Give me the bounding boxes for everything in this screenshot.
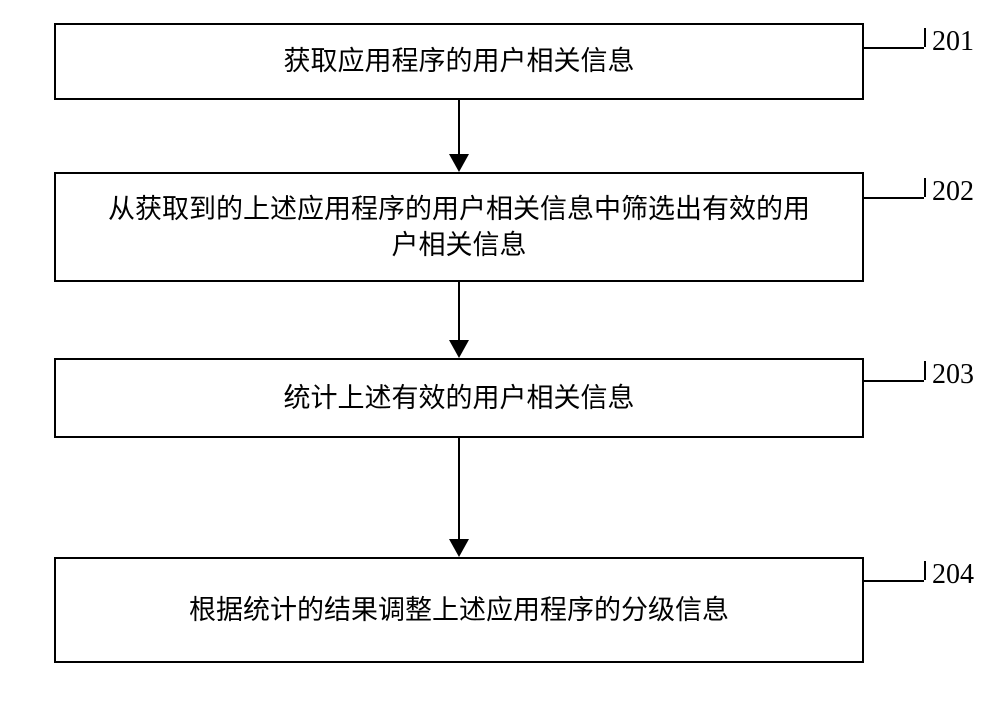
- arrow-201-202: [458, 100, 460, 154]
- step-text-201: 获取应用程序的用户相关信息: [284, 43, 635, 79]
- arrow-202-203: [458, 282, 460, 340]
- step-label-202: 202: [932, 176, 974, 208]
- step-box-201: 获取应用程序的用户相关信息: [54, 23, 864, 100]
- step-text-204: 根据统计的结果调整上述应用程序的分级信息: [189, 592, 729, 628]
- step-text-203: 统计上述有效的用户相关信息: [284, 380, 635, 416]
- step-label-203: 203: [932, 359, 974, 391]
- arrowhead-201-202: [449, 154, 469, 172]
- step-box-202: 从获取到的上述应用程序的用户相关信息中筛选出有效的用 户相关信息: [54, 172, 864, 282]
- step-label-201: 201: [932, 26, 974, 58]
- arrowhead-203-204: [449, 539, 469, 557]
- step-box-203: 统计上述有效的用户相关信息: [54, 358, 864, 438]
- step-text-202: 从获取到的上述应用程序的用户相关信息中筛选出有效的用 户相关信息: [108, 191, 810, 264]
- arrowhead-202-203: [449, 340, 469, 358]
- step-box-204: 根据统计的结果调整上述应用程序的分级信息: [54, 557, 864, 663]
- arrow-203-204: [458, 438, 460, 539]
- step-label-204: 204: [932, 559, 974, 591]
- flowchart-canvas: 获取应用程序的用户相关信息 201 从获取到的上述应用程序的用户相关信息中筛选出有效…: [0, 0, 1000, 715]
